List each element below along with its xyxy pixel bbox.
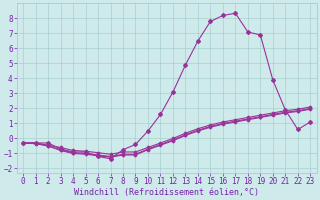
X-axis label: Windchill (Refroidissement éolien,°C): Windchill (Refroidissement éolien,°C) xyxy=(74,188,259,197)
